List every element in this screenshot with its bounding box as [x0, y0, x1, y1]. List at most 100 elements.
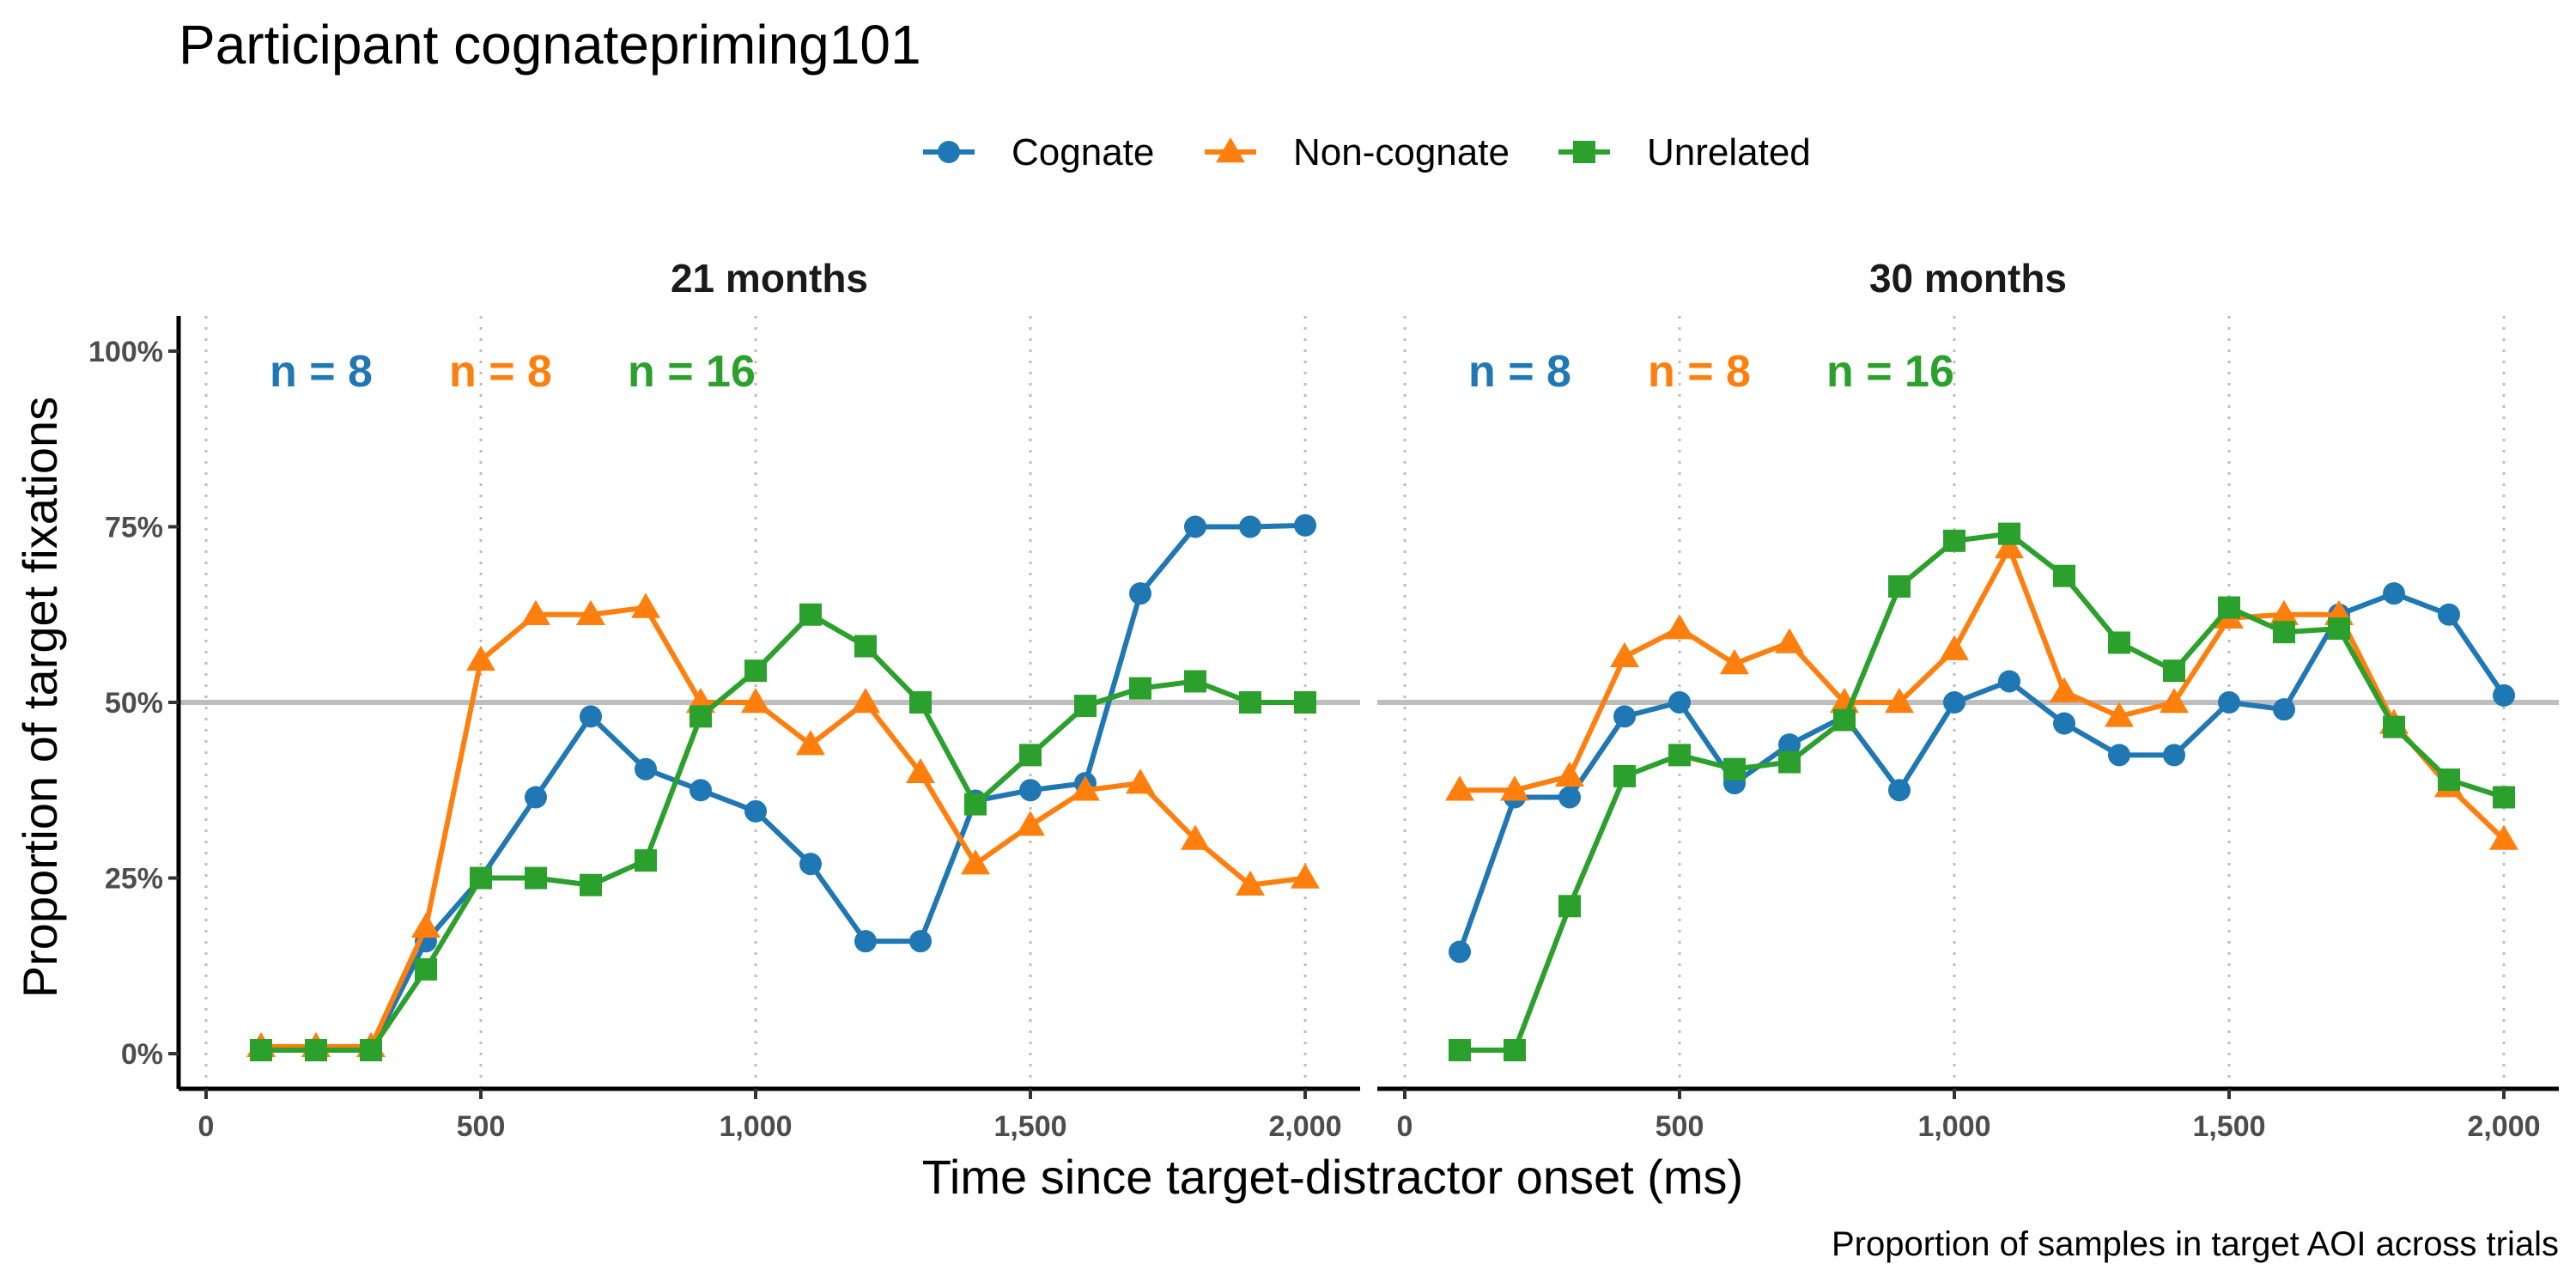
data-point [1720, 649, 1749, 675]
data-point [1778, 750, 1801, 774]
data-point [305, 1039, 327, 1061]
data-point [1558, 786, 1581, 809]
data-point [1239, 515, 1261, 538]
data-point [360, 1039, 382, 1061]
data-point [1998, 670, 2020, 693]
data-point [961, 849, 990, 875]
legend-label: Non-cognate [1293, 131, 1510, 173]
data-point [1888, 779, 1911, 802]
data-point [525, 786, 547, 809]
data-point [1888, 575, 1911, 598]
y-tick-label: 25% [105, 863, 163, 896]
n-label: n = 8 [1468, 347, 1571, 397]
x-tick-label: 2,000 [1268, 1110, 1341, 1143]
data-point [1019, 744, 1042, 767]
data-point [2163, 744, 2185, 767]
data-point [2160, 688, 2189, 714]
data-point [1943, 691, 1965, 714]
data-point [1613, 764, 1636, 787]
data-point [1833, 708, 1856, 732]
n-label: n = 16 [1826, 347, 1954, 397]
data-point [741, 688, 770, 714]
y-tick-label: 100% [88, 336, 163, 368]
x-tick-label: 1,500 [993, 1110, 1066, 1143]
data-point [1291, 863, 1320, 889]
data-point [1181, 824, 1210, 850]
data-point [411, 912, 440, 939]
legend-key-marker [938, 141, 960, 163]
x-tick-label: 1,000 [1917, 1110, 1990, 1143]
data-point [1723, 757, 1746, 781]
data-point [799, 853, 822, 876]
y-tick-label: 0% [121, 1038, 163, 1071]
series [1449, 522, 2515, 1061]
data-point [2108, 744, 2130, 767]
data-point [2269, 599, 2299, 625]
data-point [2218, 691, 2240, 714]
data-point [1998, 522, 2020, 545]
data-point [796, 730, 825, 756]
data-point [1016, 811, 1045, 836]
data-point [1613, 705, 1636, 728]
x-axis-title: Time since target-distractor onset (ms) [922, 1150, 1743, 1204]
x-tick-label: 0 [198, 1110, 215, 1143]
data-point [1885, 688, 1914, 714]
data-point [1610, 641, 1639, 668]
data-point [2050, 677, 2079, 702]
data-point [250, 1039, 272, 1061]
data-point [2105, 702, 2134, 727]
data-point [415, 957, 437, 981]
data-point [1236, 870, 1265, 896]
chart-title: Participant cognatepriming101 [179, 14, 921, 76]
data-point [1074, 695, 1097, 718]
data-point [1555, 761, 1584, 787]
data-point [580, 873, 602, 896]
data-point [635, 757, 657, 781]
y-tick-label: 50% [105, 687, 163, 720]
data-point [1071, 775, 1100, 801]
data-point [2218, 596, 2240, 619]
data-point [1778, 733, 1801, 756]
data-point [851, 688, 880, 714]
data-point [2053, 712, 2075, 735]
data-point [2383, 715, 2405, 738]
n-label: n = 16 [628, 347, 756, 397]
data-point [1668, 691, 1691, 714]
y-tick-label: 75% [105, 511, 163, 544]
data-point [1665, 614, 1694, 640]
panel-title: 21 months [671, 256, 868, 301]
legend-key-marker [1573, 141, 1595, 163]
data-point [1019, 779, 1042, 802]
data-point [1445, 775, 1474, 801]
data-point [2328, 617, 2350, 641]
legend: Cognate Non-cognate Unrelated [923, 131, 1811, 173]
x-tick-label: 1,000 [719, 1110, 792, 1143]
series-line [1457, 545, 2506, 842]
panels: 21 months 0% 25% 50% 75% 100% 0 500 1,000 1,500 2,… [88, 256, 2559, 1143]
n-label: n = 8 [1648, 347, 1751, 397]
data-point [2163, 659, 2185, 683]
data-point [635, 849, 657, 872]
n-label: n = 8 [270, 347, 373, 397]
n-label: n = 8 [449, 347, 552, 397]
data-point [1668, 744, 1691, 767]
data-point [1558, 895, 1581, 918]
data-point [909, 930, 932, 953]
panel: 21 months 0% 25% 50% 75% 100% 0 500 1,000 1,500 2,… [88, 256, 1360, 1143]
data-point [1294, 513, 1316, 537]
panel: 30 months 0 500 1,000 1,500 2,000 n = 8 n = 8 n … [1377, 256, 2559, 1143]
data-point [580, 705, 602, 728]
data-point [1500, 775, 1529, 801]
data-point [799, 603, 822, 626]
data-point [1239, 691, 1261, 714]
data-point [1129, 582, 1151, 605]
data-point [1294, 691, 1316, 714]
data-point [2438, 603, 2460, 626]
data-point [1129, 677, 1151, 700]
data-point [1449, 1039, 1471, 1061]
data-point [2273, 621, 2295, 644]
legend-key-marker [1216, 137, 1245, 163]
data-point [854, 930, 877, 953]
data-point [1184, 670, 1206, 693]
